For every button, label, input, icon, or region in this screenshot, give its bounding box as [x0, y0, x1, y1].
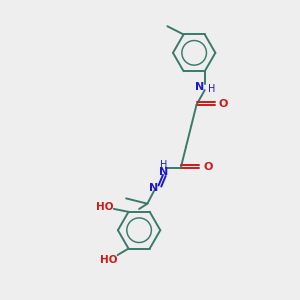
Text: H: H: [208, 84, 215, 94]
Text: HO: HO: [100, 255, 118, 265]
Text: N: N: [159, 167, 169, 177]
Text: O: O: [203, 162, 212, 172]
Text: H: H: [160, 160, 167, 170]
Text: HO: HO: [96, 202, 114, 212]
Text: N: N: [195, 82, 204, 92]
Text: N: N: [149, 183, 159, 193]
Text: O: O: [219, 99, 228, 109]
